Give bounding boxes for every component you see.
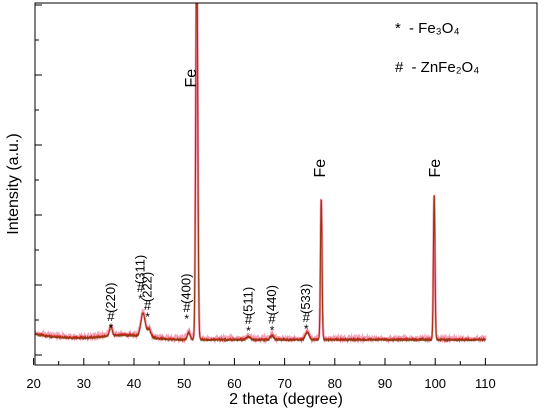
legend: * - Fe₃O₄ # - ZnFe₂O₄ xyxy=(395,20,479,76)
series-line-overlay xyxy=(35,3,486,343)
peak-fe-label: Fe xyxy=(312,159,329,178)
legend-symbol: # xyxy=(395,59,404,76)
x-tick-label: 70 xyxy=(277,376,291,391)
peak-label: # *(220) xyxy=(103,283,118,335)
peak-label: Fe xyxy=(427,159,444,178)
x-tick-label: 60 xyxy=(227,376,241,391)
x-tick-label: 30 xyxy=(77,376,91,391)
x-tick-label: 50 xyxy=(177,376,191,391)
x-tick-label: 20 xyxy=(26,376,40,391)
peak-miller-index: (533) xyxy=(298,284,313,314)
peak-label: # *(222) xyxy=(140,272,155,324)
peak-fe-label: Fe xyxy=(183,69,200,88)
legend-item-znfe2o4: # - ZnFe₂O₄ xyxy=(395,59,479,76)
peak-phase-symbols: # * xyxy=(107,309,115,335)
peak-miller-index: (222) xyxy=(140,272,155,302)
x-tick-label: 40 xyxy=(127,376,141,391)
peak-miller-index: (511) xyxy=(240,287,255,316)
plot-frame xyxy=(34,2,538,366)
x-tick-label: 80 xyxy=(328,376,342,391)
series-group xyxy=(35,3,487,345)
peak-label: Fe xyxy=(312,159,329,178)
peak-label: # *(400) xyxy=(179,274,194,326)
legend-symbol: * xyxy=(395,20,401,37)
peak-miller-index: (440) xyxy=(264,285,279,315)
legend-label: - Fe₃O₄ xyxy=(409,20,460,37)
x-axis-title: 2 theta (degree) xyxy=(229,391,343,408)
peak-label: # *(440) xyxy=(264,285,279,337)
peak-phase-symbols: # * xyxy=(137,280,145,306)
peak-fe-label: Fe xyxy=(427,159,444,178)
peak-label: Fe xyxy=(183,69,200,88)
peak-label: # *(533) xyxy=(298,284,313,336)
x-tick-label: 90 xyxy=(378,376,392,391)
peak-miller-index: (400) xyxy=(179,274,194,304)
peak-phase-symbols: # * xyxy=(183,300,191,326)
legend-item-fe3o4: * - Fe₃O₄ xyxy=(395,20,460,37)
peak-phase-symbols: # * xyxy=(303,310,311,336)
x-tick-label: 110 xyxy=(475,376,496,391)
peak-phase-symbols: # * xyxy=(144,298,152,324)
peak-label: # *(511) xyxy=(240,287,255,338)
peak-phase-symbols: # * xyxy=(245,312,253,338)
peak-annotations: # *(220) # *(311)# *(222)# *(400)# *(511)# *(44… xyxy=(103,69,444,338)
peak-label: # *(311) xyxy=(133,255,148,306)
peak-miller-index: (311) xyxy=(133,255,148,284)
peak-miller-index: (220) xyxy=(103,283,118,313)
y-axis-title: Intensity (a.u.) xyxy=(5,133,22,234)
peak-phase-symbols: # * xyxy=(268,311,276,337)
axes: 20 30 40 50 60 70 80 90 100 110 xyxy=(26,4,496,391)
legend-label: - ZnFe₂O₄ xyxy=(412,59,480,76)
x-tick-label: 100 xyxy=(424,376,446,391)
series-lines xyxy=(35,3,487,345)
